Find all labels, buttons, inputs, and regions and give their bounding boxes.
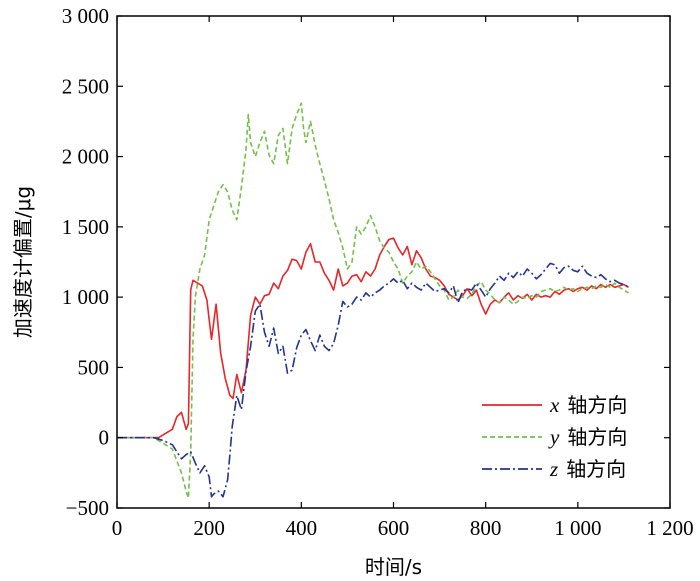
legend-suffix: 轴方向 xyxy=(566,457,626,481)
legend-series-name: z xyxy=(549,457,558,481)
legend-label-x: x 轴方向 xyxy=(549,393,627,417)
y-tick-label: 3 000 xyxy=(62,4,109,28)
y-axis-title: 加速度计偏置/μg xyxy=(11,186,35,338)
x-tick-label: 600 xyxy=(378,516,410,540)
y-tick-label: 1 000 xyxy=(62,285,109,309)
series-line-x xyxy=(117,237,629,439)
y-tick-label: 500 xyxy=(78,355,110,379)
x-tick-label: 800 xyxy=(470,516,502,540)
legend-suffix: 轴方向 xyxy=(567,393,627,417)
y-tick-label: 2 500 xyxy=(62,74,109,98)
ticks-layer xyxy=(116,15,671,509)
y-tick-label: −500 xyxy=(66,496,109,520)
series-line-y xyxy=(117,102,629,499)
legend-series-name: y xyxy=(548,425,560,449)
x-axis-title: 时间/s xyxy=(365,555,422,579)
series-line-z xyxy=(117,262,629,498)
x-tick-label: 400 xyxy=(286,516,318,540)
x-tick-label: 0 xyxy=(112,516,123,540)
y-tick-label: 0 xyxy=(99,426,110,450)
x-tick-label: 1 200 xyxy=(646,516,693,540)
y-tick-label: 1 500 xyxy=(62,215,109,239)
series-layer xyxy=(117,102,629,499)
y-tick-label: 2 000 xyxy=(62,145,109,169)
legend-label-y: y 轴方向 xyxy=(548,425,627,449)
legend-series-name: x xyxy=(549,393,560,417)
legend-label-z: z 轴方向 xyxy=(549,457,626,481)
x-tick-label: 200 xyxy=(193,516,225,540)
x-tick-label: 1 000 xyxy=(554,516,601,540)
legend-suffix: 轴方向 xyxy=(567,425,627,449)
